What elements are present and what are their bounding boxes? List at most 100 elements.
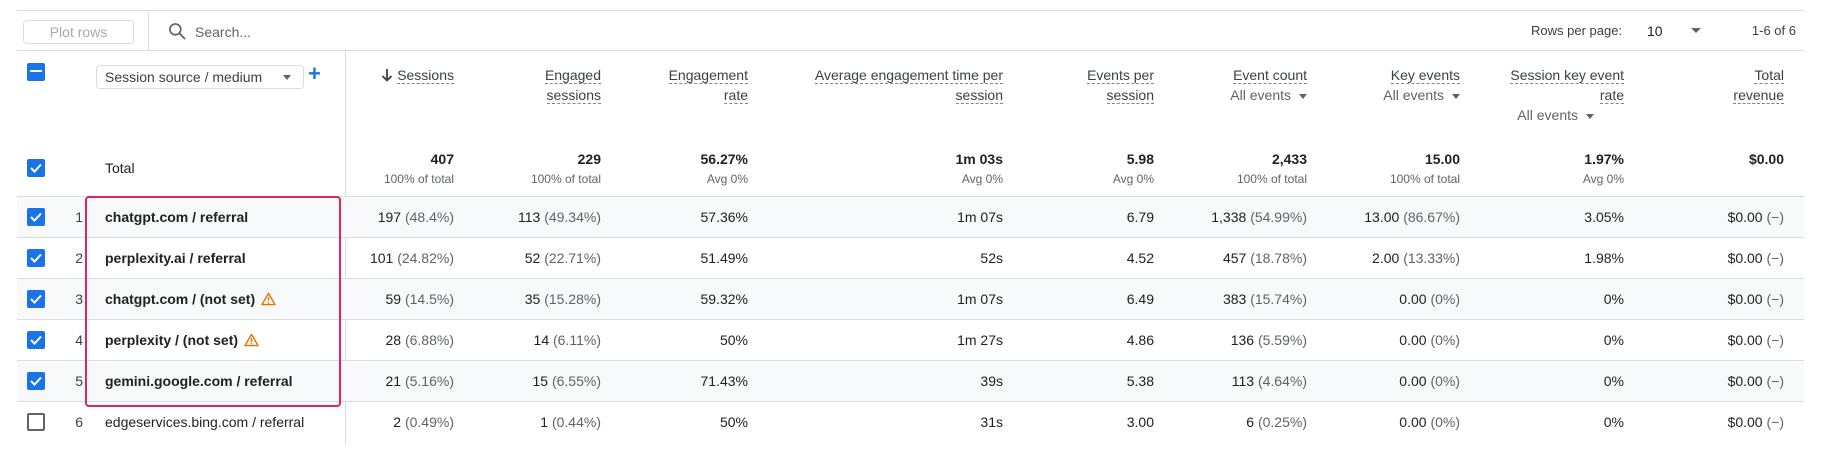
cell-key-events: 0.00 (0%): [1399, 414, 1460, 430]
arrow-down-icon: [382, 69, 393, 82]
cell-events-per-session: 6.49: [1126, 291, 1154, 307]
search-icon[interactable]: [167, 21, 187, 41]
row-checkbox[interactable]: [27, 208, 45, 226]
plot-rows-button[interactable]: Plot rows: [23, 20, 134, 44]
pagination-info: 1-6 of 6: [1751, 23, 1796, 38]
warning-icon[interactable]: [244, 333, 259, 350]
table-row[interactable]: 5 gemini.google.com / referral 21 (5.16%) 1…: [17, 360, 1804, 401]
cell-sessions: 101 (24.82%): [369, 250, 454, 266]
row-dimension-value[interactable]: gemini.google.com / referral: [105, 373, 293, 389]
toolbar-divider: [148, 11, 149, 51]
cell-event-count: 6 (0.25%): [1246, 414, 1307, 430]
total-event-count: 2,433 100% of total: [1236, 151, 1307, 186]
row-dimension-value[interactable]: chatgpt.com / (not set): [105, 291, 276, 309]
dimension-selector[interactable]: Session source / medium: [96, 65, 304, 89]
cell-average-engagement-time: 31s: [980, 414, 1003, 430]
total-events-per-session: 5.98 Avg 0%: [1112, 151, 1154, 186]
cell-total-revenue: $0.00 (−): [1727, 291, 1784, 307]
cell-session-key-event-rate: 0%: [1603, 414, 1624, 430]
cell-event-count: 383 (15.74%): [1222, 291, 1307, 307]
row-dimension-value[interactable]: chatgpt.com / referral: [105, 209, 249, 225]
table-row[interactable]: 3 chatgpt.com / (not set) 59 (14.5%) 35 (15…: [17, 278, 1804, 319]
header-total-revenue[interactable]: Total revenue: [1733, 67, 1784, 104]
cell-engagement-rate: 71.43%: [700, 373, 748, 389]
row-number: 2: [75, 250, 83, 266]
warning-icon[interactable]: [261, 292, 276, 309]
cell-session-key-event-rate: 0%: [1603, 373, 1624, 389]
dimension-column-divider: [345, 51, 346, 444]
header-sessions[interactable]: Sessions: [381, 65, 454, 85]
event-count-filter[interactable]: All events: [1230, 85, 1307, 105]
cell-session-key-event-rate: 0%: [1603, 332, 1624, 348]
cell-events-per-session: 4.86: [1126, 332, 1154, 348]
header-event-count[interactable]: Event count All events: [1230, 67, 1307, 105]
cell-sessions: 21 (5.16%): [385, 373, 455, 389]
header-average-engagement-time[interactable]: Average engagement time per session: [814, 67, 1003, 104]
cell-engaged-sessions: 113 (49.34%): [517, 209, 601, 225]
cell-average-engagement-time: 52s: [980, 250, 1003, 266]
cell-event-count: 457 (18.78%): [1222, 250, 1307, 266]
cell-key-events: 2.00 (13.33%): [1372, 250, 1460, 266]
total-key-events: 15.00 100% of total: [1389, 151, 1460, 186]
cell-events-per-session: 6.79: [1126, 209, 1154, 225]
cell-key-events: 13.00 (86.67%): [1364, 209, 1460, 225]
cell-engagement-rate: 59.32%: [700, 291, 748, 307]
row-checkbox[interactable]: [27, 413, 45, 431]
row-dimension-value[interactable]: perplexity / (not set): [105, 332, 259, 350]
cell-events-per-session: 5.38: [1126, 373, 1154, 389]
cell-sessions: 2 (0.49%): [393, 414, 454, 430]
cell-key-events: 0.00 (0%): [1399, 291, 1460, 307]
header-session-key-event-rate[interactable]: Session key event rate All events: [1510, 67, 1624, 125]
cell-total-revenue: $0.00 (−): [1727, 250, 1784, 266]
total-checkbox[interactable]: [27, 159, 45, 177]
cell-total-revenue: $0.00 (−): [1727, 332, 1784, 348]
table-row[interactable]: 2 perplexity.ai / referral 101 (24.82%) 52 …: [17, 237, 1804, 278]
row-checkbox[interactable]: [27, 249, 45, 267]
cell-events-per-session: 4.52: [1126, 250, 1154, 266]
header-engagement-rate[interactable]: Engagement rate: [668, 67, 748, 104]
cell-total-revenue: $0.00 (−): [1727, 373, 1784, 389]
cell-engagement-rate: 50%: [719, 332, 748, 348]
cell-session-key-event-rate: 0%: [1603, 291, 1624, 307]
cell-engaged-sessions: 1 (0.44%): [540, 414, 601, 430]
table-row[interactable]: 1 chatgpt.com / referral 197 (48.4%) 113 (4…: [17, 196, 1804, 237]
cell-total-revenue: $0.00 (−): [1727, 209, 1784, 225]
add-dimension-button[interactable]: +: [308, 61, 321, 86]
cell-session-key-event-rate: 3.05%: [1584, 209, 1624, 225]
search-input[interactable]: [195, 22, 595, 42]
cell-average-engagement-time: 1m 07s: [957, 291, 1003, 307]
cell-engaged-sessions: 52 (22.71%): [524, 250, 601, 266]
cell-average-engagement-time: 1m 27s: [957, 332, 1003, 348]
cell-sessions: 28 (6.88%): [385, 332, 455, 348]
total-average-engagement-time: 1m 03s Avg 0%: [955, 151, 1003, 186]
total-sessions: 407 100% of total: [383, 151, 454, 186]
rows-per-page-select[interactable]: 10: [1647, 23, 1663, 39]
cell-key-events: 0.00 (0%): [1399, 373, 1460, 389]
cell-engaged-sessions: 14 (6.11%): [533, 332, 601, 348]
row-checkbox[interactable]: [27, 290, 45, 308]
row-dimension-value[interactable]: edgeservices.bing.com / referral: [105, 414, 305, 430]
highlight-box: [85, 196, 341, 407]
header-events-per-session[interactable]: Events per session: [1087, 67, 1154, 104]
session-key-event-rate-filter[interactable]: All events: [1510, 105, 1594, 125]
key-events-filter[interactable]: All events: [1383, 85, 1460, 105]
header-engaged-sessions[interactable]: Engaged sessions: [544, 67, 601, 104]
table-row[interactable]: 4 perplexity / (not set) 28 (6.88%) 14 (6.1…: [17, 319, 1804, 360]
row-checkbox[interactable]: [27, 331, 45, 349]
cell-engagement-rate: 51.49%: [700, 250, 748, 266]
row-dimension-value[interactable]: perplexity.ai / referral: [105, 250, 246, 266]
select-all-checkbox[interactable]: [27, 63, 45, 81]
chevron-down-icon: [283, 75, 291, 80]
row-number: 3: [75, 291, 83, 307]
cell-event-count: 1,338 (54.99%): [1211, 209, 1307, 225]
cell-total-revenue: $0.00 (−): [1727, 414, 1784, 430]
table-row[interactable]: 6 edgeservices.bing.com / referral 2 (0.49…: [17, 401, 1804, 442]
chevron-down-icon[interactable]: [1691, 28, 1701, 33]
total-engaged-sessions: 229 100% of total: [530, 151, 601, 186]
cell-event-count: 113 (4.64%): [1231, 373, 1307, 389]
header-key-events[interactable]: Key events All events: [1383, 67, 1460, 105]
total-engagement-rate: 56.27% Avg 0%: [700, 151, 748, 186]
row-number: 5: [75, 373, 83, 389]
row-checkbox[interactable]: [27, 372, 45, 390]
rows-per-page-label: Rows per page:: [1531, 23, 1623, 38]
